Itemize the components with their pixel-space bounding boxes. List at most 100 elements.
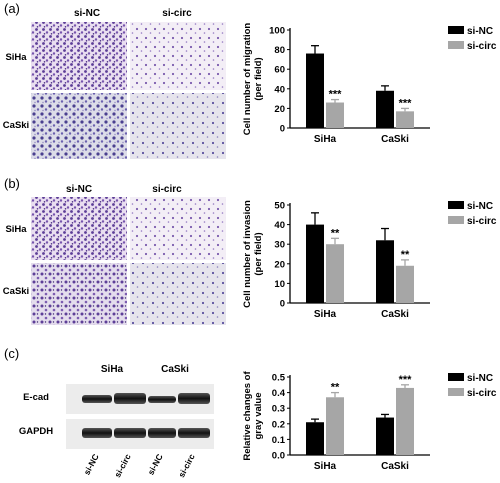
y-tick-label: 20 [274, 104, 285, 115]
legend-swatch [448, 373, 464, 381]
legend-label: si-circ [467, 216, 497, 227]
y-tick-label: 0 [280, 124, 285, 135]
bar [306, 224, 324, 303]
blot-lane-label: si-NC [146, 452, 165, 476]
micro-row-label: SiHa [5, 224, 27, 235]
legend-swatch [448, 26, 464, 34]
y-tick-label: 80 [274, 45, 285, 56]
bar [306, 53, 324, 128]
y-axis-label: Cell number of invasion [242, 200, 253, 308]
micrograph-caski-si-circ [130, 263, 226, 325]
legend-swatch [448, 216, 464, 224]
blot-lane-label: si-NC [82, 452, 101, 476]
y-tick-label: 10 [274, 279, 285, 290]
legend-label: si-NC [467, 26, 493, 37]
bar [396, 111, 414, 128]
micro-row-label: SiHa [5, 52, 27, 63]
blot-row-label: E-cad [23, 392, 49, 403]
legend-label: si-NC [467, 201, 493, 212]
bar [326, 102, 344, 128]
bar [306, 422, 324, 455]
y-axis-label: Relative changes of [242, 371, 253, 461]
y-tick-label: 50 [274, 201, 285, 212]
y-tick-label: 0.1 [272, 435, 286, 446]
panel-label-a: (a) [4, 1, 20, 16]
y-tick-label: 0.2 [272, 419, 285, 430]
micrograph-siha-si-circ [130, 22, 226, 90]
blot-group-label: SiHa [101, 364, 124, 375]
legend-label: si-circ [467, 388, 497, 399]
y-axis-label: (per field) [253, 57, 264, 100]
blot-row-label: GAPDH [19, 426, 53, 437]
micro-col-label: si-NC [74, 8, 100, 19]
micrograph-caski-si-nc [31, 93, 127, 159]
bar [326, 397, 344, 455]
legend-swatch [448, 201, 464, 209]
y-tick-label: 0.3 [272, 404, 285, 415]
micro-col-label: si-circ [152, 184, 182, 195]
micrograph-siha-si-circ [130, 197, 226, 260]
x-tick-label: SiHa [314, 134, 337, 145]
bar [376, 417, 394, 455]
y-axis-label: (per field) [253, 232, 264, 275]
significance-label: ** [331, 227, 340, 239]
y-tick-label: 40 [274, 220, 285, 231]
x-tick-label: SiHa [314, 461, 337, 472]
significance-label: *** [399, 374, 413, 386]
x-tick-label: CaSki [381, 309, 409, 320]
legend-label: si-circ [467, 41, 497, 52]
blot-lane-label: si-circ [176, 452, 197, 479]
x-tick-label: SiHa [314, 309, 337, 320]
micro-row-label: CaSki [3, 286, 29, 297]
blot-band [114, 428, 146, 438]
blot-band [178, 393, 210, 404]
significance-label: *** [329, 89, 343, 101]
y-tick-label: 0.0 [272, 451, 285, 462]
legend-swatch [448, 41, 464, 49]
x-tick-label: CaSki [381, 461, 409, 472]
legend-swatch [448, 388, 464, 396]
bar-chart-c: 0.0 0.1 0.2 0.3 0.4 0.5 Relative changes of gra… [242, 371, 497, 472]
micrograph-caski-si-nc [31, 263, 127, 325]
blot-band [82, 395, 112, 403]
micrograph-caski-si-circ [130, 93, 226, 159]
x-tick-label: CaSki [381, 134, 409, 145]
micro-row-label: CaSki [3, 120, 29, 131]
significance-label: ** [401, 249, 410, 261]
blot-band [114, 393, 146, 404]
y-tick-label: 30 [274, 240, 285, 251]
blot-band [178, 428, 210, 438]
y-tick-label: 0.4 [272, 388, 286, 399]
y-tick-label: 60 [274, 65, 285, 76]
panel-label-c: (c) [4, 346, 19, 361]
bar [326, 244, 344, 303]
bar-chart-a: 0 20 40 60 80 100 Cell number of migration (per… [242, 23, 497, 145]
y-tick-label: 20 [274, 259, 285, 270]
bar-chart-b: 0 10 20 30 40 50 Cell number of invasion (per f… [242, 200, 497, 320]
bar [396, 265, 414, 303]
micrograph-siha-si-nc [31, 197, 127, 260]
legend-label: si-NC [467, 373, 493, 384]
blot-group-label: CaSki [161, 364, 189, 375]
bar [376, 240, 394, 303]
micro-col-label: si-circ [162, 8, 192, 19]
micrograph-siha-si-nc [31, 22, 127, 90]
y-axis-label: Cell number of migration [242, 23, 253, 136]
blot-lane-label: si-circ [112, 452, 133, 479]
y-tick-label: 0.5 [272, 373, 286, 384]
bar [376, 90, 394, 128]
y-tick-label: 40 [274, 84, 285, 95]
significance-label: *** [399, 97, 413, 109]
bar [396, 387, 414, 455]
blot-band [148, 428, 176, 438]
blot-band [148, 396, 176, 403]
y-axis-label: gray value [253, 393, 264, 440]
significance-label: ** [331, 382, 340, 394]
blot-band [82, 428, 112, 438]
panel-label-b: (b) [4, 176, 20, 191]
y-tick-label: 0 [280, 299, 285, 310]
y-tick-label: 100 [269, 26, 285, 37]
micro-col-label: si-NC [66, 184, 92, 195]
